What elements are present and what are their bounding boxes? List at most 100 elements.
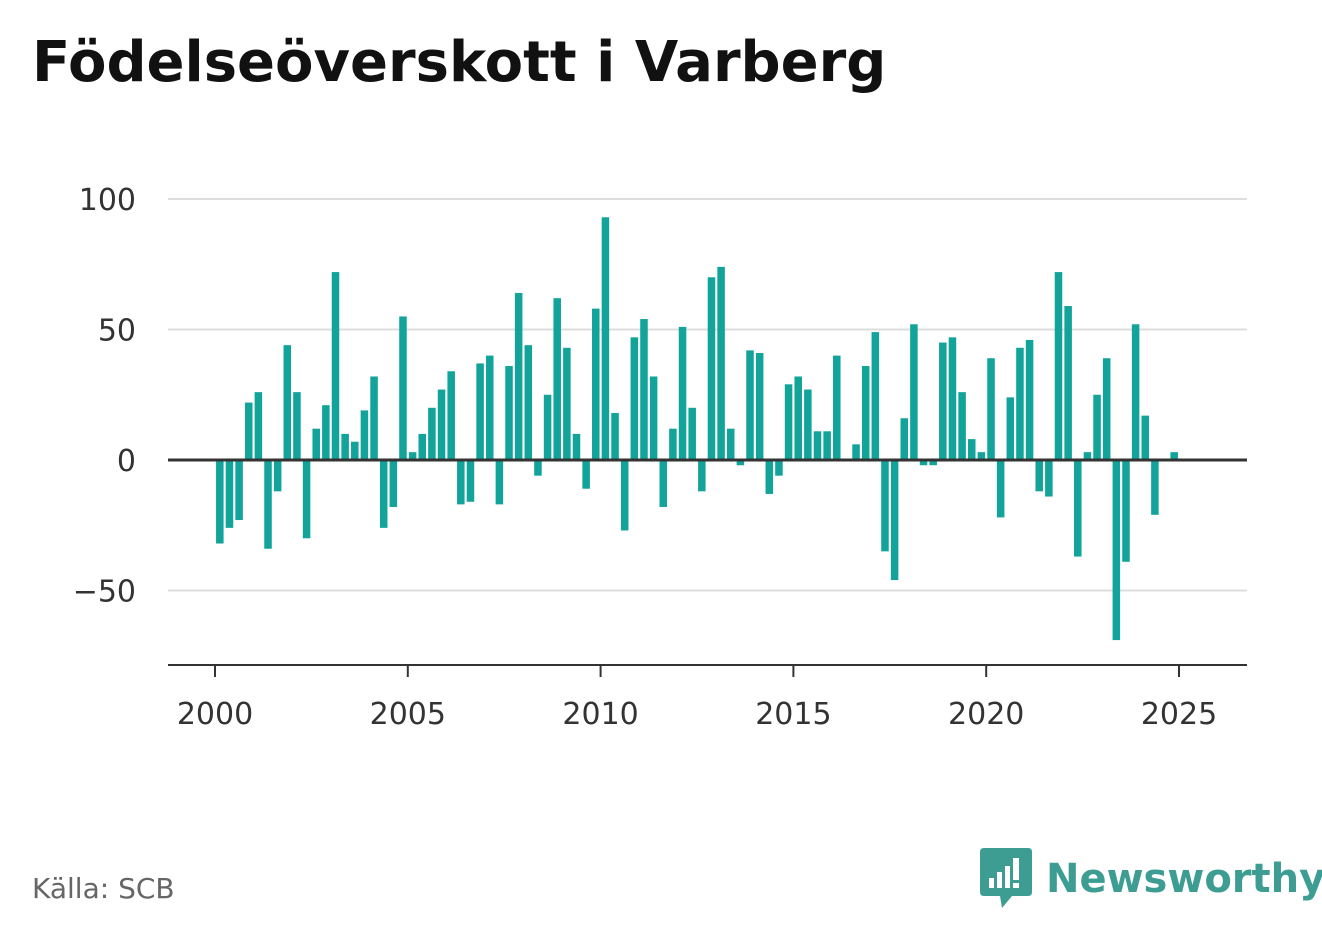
bar	[890, 460, 899, 581]
bar	[389, 460, 398, 507]
bar	[1151, 460, 1159, 515]
bar	[1170, 452, 1178, 460]
bar	[322, 405, 330, 460]
bar	[1102, 358, 1111, 460]
bar	[910, 324, 918, 460]
bar	[736, 460, 745, 466]
bar	[543, 394, 552, 460]
bar	[929, 460, 937, 466]
x-tick-label: 2025	[1141, 697, 1217, 732]
bar	[977, 452, 986, 460]
bar	[688, 407, 696, 460]
bar	[1035, 460, 1043, 492]
bar	[726, 428, 735, 460]
bar	[1016, 347, 1024, 460]
gridlines	[168, 198, 1247, 592]
bar	[360, 410, 369, 460]
bar	[1131, 324, 1140, 460]
bar	[1006, 397, 1015, 460]
bar	[967, 439, 976, 460]
bar	[447, 371, 455, 460]
bar	[669, 428, 677, 460]
bar	[630, 337, 639, 460]
bar	[784, 384, 793, 460]
bar	[1083, 452, 1092, 460]
bar	[331, 272, 340, 460]
x-tick-label: 2020	[948, 697, 1024, 732]
x-axis-ticks: 2000 2005 2010 2015 2020 2025	[177, 665, 1217, 732]
bar	[428, 407, 436, 460]
bar	[379, 460, 388, 528]
axes	[168, 458, 1247, 666]
bar	[582, 460, 590, 489]
bar	[514, 292, 523, 460]
bar	[1054, 272, 1063, 460]
x-tick-label: 2005	[370, 697, 446, 732]
bar	[881, 460, 889, 552]
bar	[775, 460, 783, 476]
bar	[273, 460, 282, 492]
bar	[746, 350, 754, 460]
bar	[495, 460, 504, 505]
x-tick-label: 2010	[562, 697, 638, 732]
bars	[216, 217, 1178, 641]
bar	[553, 298, 561, 460]
bar	[919, 460, 928, 466]
bar	[823, 431, 831, 460]
bar	[341, 433, 349, 460]
y-axis-ticks: 100 50 0 −50	[73, 183, 136, 610]
bar	[861, 366, 870, 460]
bar	[283, 345, 292, 460]
y-tick-label: 50	[98, 314, 136, 349]
bar	[794, 376, 802, 460]
bar	[476, 363, 484, 460]
bar	[524, 345, 533, 460]
bar	[408, 452, 417, 460]
y-tick-label: 100	[79, 183, 136, 218]
bar	[717, 266, 725, 460]
bar	[804, 389, 812, 460]
bar	[225, 460, 234, 528]
brand-name: Newsworthy	[1046, 856, 1322, 902]
bar	[1122, 460, 1130, 562]
bar	[852, 444, 860, 460]
bar	[485, 355, 494, 460]
bar	[534, 460, 542, 476]
bar	[620, 460, 629, 531]
bar	[370, 376, 378, 460]
bar	[813, 431, 822, 460]
bar	[640, 319, 648, 460]
bar	[254, 392, 263, 460]
y-tick-label: 0	[117, 444, 136, 479]
bar	[900, 418, 909, 460]
bar	[996, 460, 1005, 518]
bar	[1093, 394, 1101, 460]
bar	[698, 460, 706, 492]
bar	[457, 460, 465, 505]
bar	[939, 342, 947, 460]
bar	[1025, 339, 1034, 460]
bar	[1112, 460, 1121, 641]
bar	[293, 392, 301, 460]
bar	[312, 428, 320, 460]
bar	[592, 308, 600, 460]
bar	[948, 337, 957, 460]
bar	[1064, 306, 1072, 460]
bar	[505, 366, 513, 460]
x-tick-label: 2015	[755, 697, 831, 732]
bar	[216, 460, 224, 544]
newsworthy-logo-icon	[980, 848, 1032, 908]
bar	[678, 326, 687, 460]
bar	[833, 355, 841, 460]
newsworthy-logo[interactable]: Newsworthy	[980, 848, 1322, 910]
x-tick-label: 2000	[177, 697, 253, 732]
bar	[351, 441, 359, 460]
bar	[264, 460, 272, 549]
bar	[601, 217, 610, 460]
bar	[466, 460, 475, 502]
bar	[1074, 460, 1082, 557]
bar	[755, 352, 764, 460]
bar	[958, 392, 966, 460]
chart-title: Födelseöverskott i Varberg	[32, 30, 887, 95]
bar	[1045, 460, 1053, 497]
